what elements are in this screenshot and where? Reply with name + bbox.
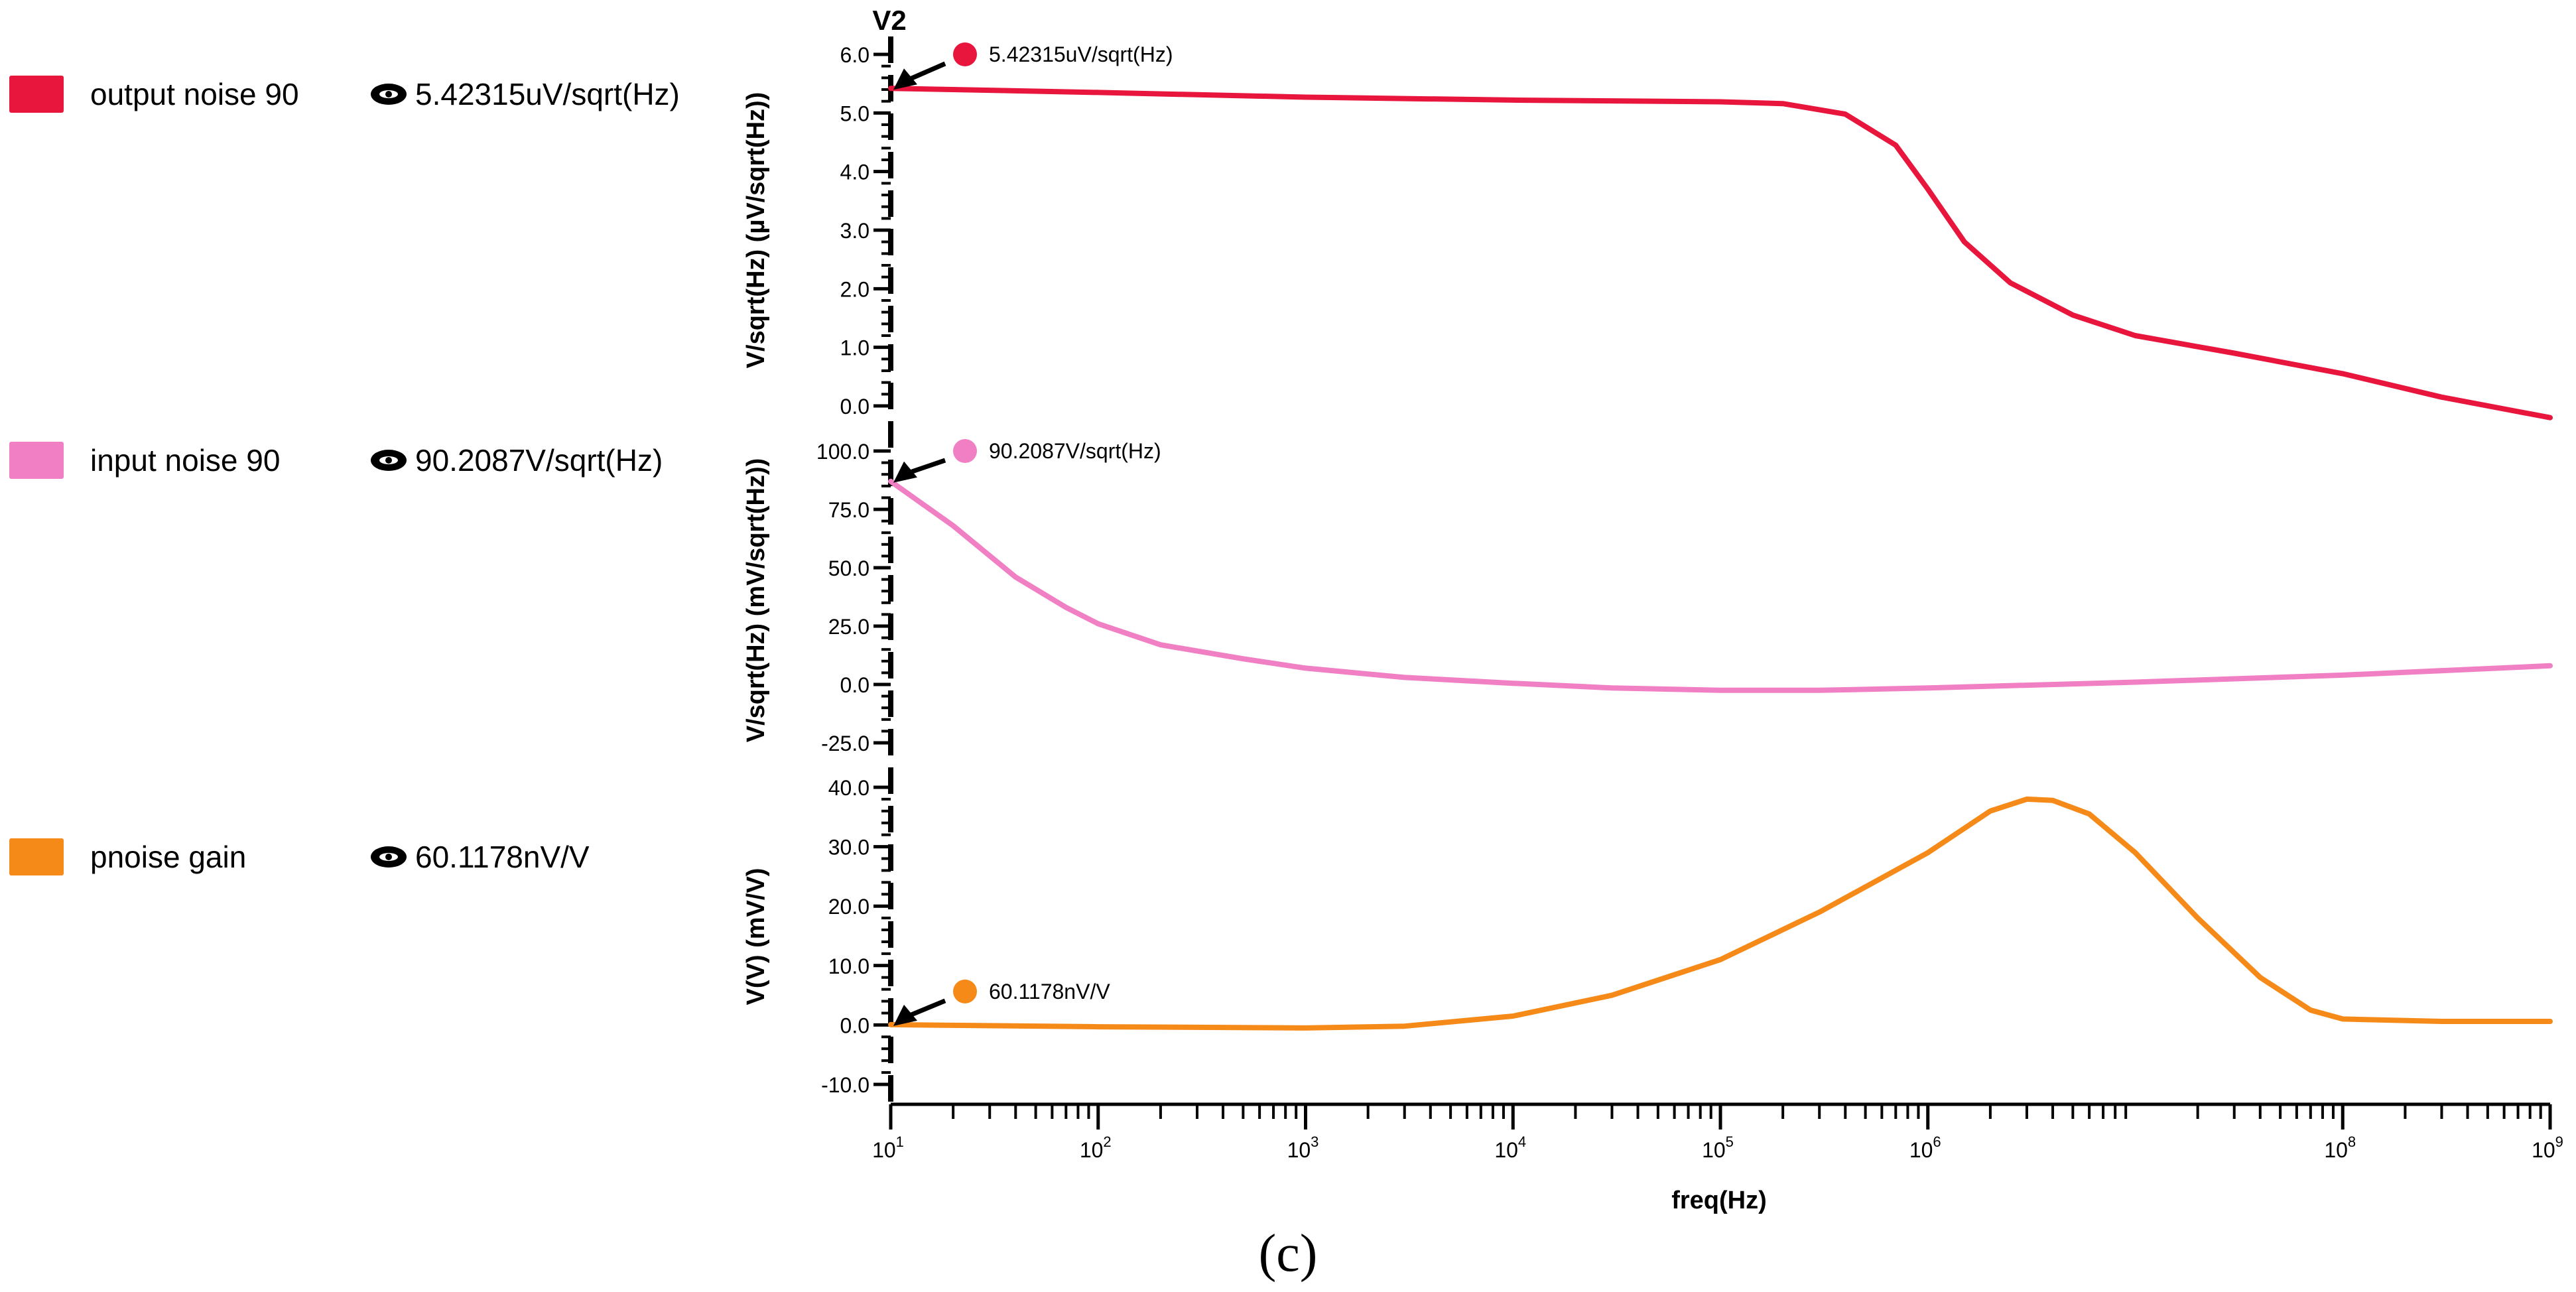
visibility-eye-icon[interactable] [367, 74, 410, 114]
y-axis-label: V/sqrt(Hz) (mV/sqrt(Hz)) [742, 458, 770, 743]
marker-arrow-head [893, 1004, 917, 1026]
y-tick-label: 0.0 [840, 673, 869, 697]
marker-dot [953, 439, 977, 463]
pnoise-gain-swatch[interactable] [9, 838, 64, 875]
visibility-eye-icon[interactable] [367, 440, 410, 480]
x-tick-label: 104 [1494, 1133, 1526, 1162]
cursor-name-label: V2 [872, 5, 906, 36]
y-tick-label: 20.0 [828, 895, 869, 919]
output-noise-swatch[interactable] [9, 76, 64, 113]
y-tick-label: 100.0 [816, 440, 869, 464]
x-tick-label: 102 [1080, 1133, 1112, 1162]
y-tick-label: 1.0 [840, 336, 869, 360]
marker-value-label: 60.1178nV/V [989, 980, 1110, 1003]
pnoise-gain-legend-label: pnoise gain [90, 840, 247, 874]
x-tick-label: 108 [2324, 1133, 2356, 1162]
y-axis-label: V/sqrt(Hz) (µV/sqrt(Hz)) [742, 92, 770, 369]
x-axis-label: freq(Hz) [1671, 1187, 1767, 1214]
legend-item-input-noise[interactable]: input noise 90 90.2087V/sqrt(Hz) [9, 440, 663, 480]
y-axis-label: V(V) (mV/V) [742, 868, 770, 1005]
x-tick-label: 106 [1909, 1133, 1941, 1162]
y-tick-label: -25.0 [821, 732, 869, 755]
x-tick-label: 109 [2532, 1133, 2563, 1162]
y-tick-label: 40.0 [828, 776, 869, 800]
y-tick-label: 5.0 [840, 101, 869, 125]
marker-arrow-head [893, 68, 917, 90]
series-line [888, 478, 2553, 693]
x-tick-label: 105 [1702, 1133, 1734, 1162]
output-noise-legend-value: 5.42315uV/sqrt(Hz) [415, 77, 680, 111]
y-tick-label: -10.0 [821, 1073, 869, 1097]
marker-dot [953, 979, 977, 1003]
input-noise-legend-label: input noise 90 [90, 443, 281, 478]
visibility-eye-icon[interactable] [367, 837, 410, 877]
marker-dot [953, 42, 977, 66]
marker-arrow-shaft [905, 458, 946, 476]
series-line [888, 86, 2553, 420]
y-tick-label: 10.0 [828, 954, 869, 978]
marker-arrow-shaft [905, 998, 946, 1019]
legend-item-output-noise[interactable]: output noise 90 5.42315uV/sqrt(Hz) [9, 74, 680, 114]
marker-arrow-shaft [905, 61, 946, 83]
y-tick-label: 4.0 [840, 161, 869, 184]
marker-value-label: 90.2087V/sqrt(Hz) [989, 439, 1161, 463]
output-noise-legend-label: output noise 90 [90, 77, 299, 111]
x-tick-label: 101 [872, 1133, 904, 1162]
y-tick-label: 6.0 [840, 43, 869, 67]
y-tick-label: 0.0 [840, 395, 869, 419]
x-tick-label: 103 [1287, 1133, 1319, 1162]
input-noise-swatch[interactable] [9, 442, 64, 479]
marker-arrow-head [893, 461, 917, 483]
figure-caption: (c) [1258, 1224, 1318, 1283]
series-line [888, 796, 2553, 1031]
legend-item-pnoise-gain[interactable]: pnoise gain 60.1178nV/V [9, 837, 590, 877]
y-tick-label: 2.0 [840, 277, 869, 301]
y-tick-label: 50.0 [828, 556, 869, 580]
y-tick-label: 75.0 [828, 498, 869, 522]
marker-value-label: 5.42315uV/sqrt(Hz) [989, 42, 1173, 66]
input-noise-legend-value: 90.2087V/sqrt(Hz) [415, 443, 663, 478]
y-tick-label: 0.0 [840, 1013, 869, 1037]
y-tick-label: 3.0 [840, 219, 869, 243]
y-tick-label: 25.0 [828, 615, 869, 639]
pnoise-gain-legend-value: 60.1178nV/V [415, 840, 590, 874]
y-tick-label: 30.0 [828, 836, 869, 860]
